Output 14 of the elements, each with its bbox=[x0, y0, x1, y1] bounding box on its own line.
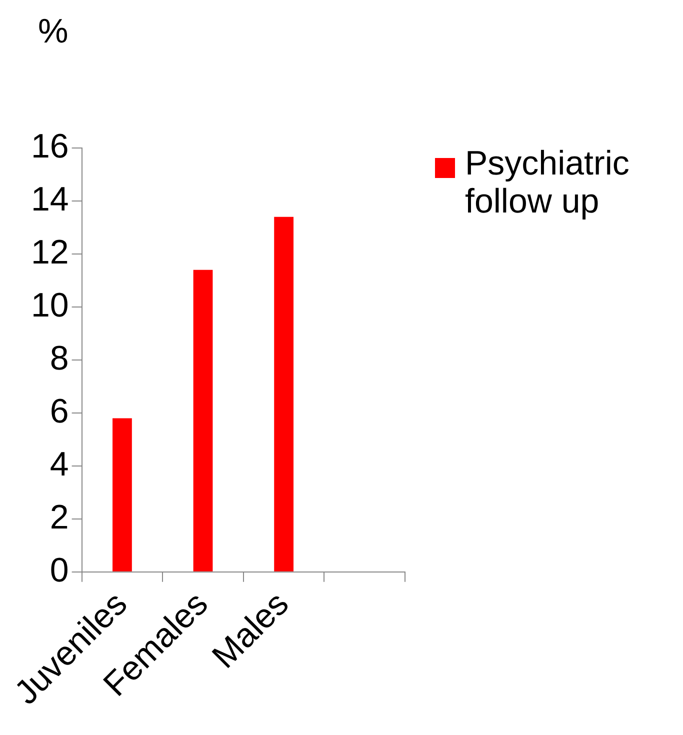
y-tick-label: 0 bbox=[50, 551, 69, 590]
y-tick-label: 14 bbox=[30, 180, 69, 218]
bar bbox=[193, 270, 213, 572]
y-tick-label: 6 bbox=[50, 392, 69, 430]
y-tick-label: 2 bbox=[50, 498, 69, 536]
y-tick-label: 16 bbox=[30, 127, 69, 166]
y-tick-label: 12 bbox=[30, 233, 69, 272]
y-axis-title: % bbox=[38, 12, 68, 50]
bar bbox=[274, 216, 294, 572]
legend-label: Psychiatric follow up bbox=[465, 144, 630, 220]
y-tick-label: 8 bbox=[50, 339, 69, 378]
bar bbox=[112, 418, 132, 572]
y-tick-label: 10 bbox=[30, 286, 69, 324]
y-tick-label: 4 bbox=[50, 445, 69, 484]
